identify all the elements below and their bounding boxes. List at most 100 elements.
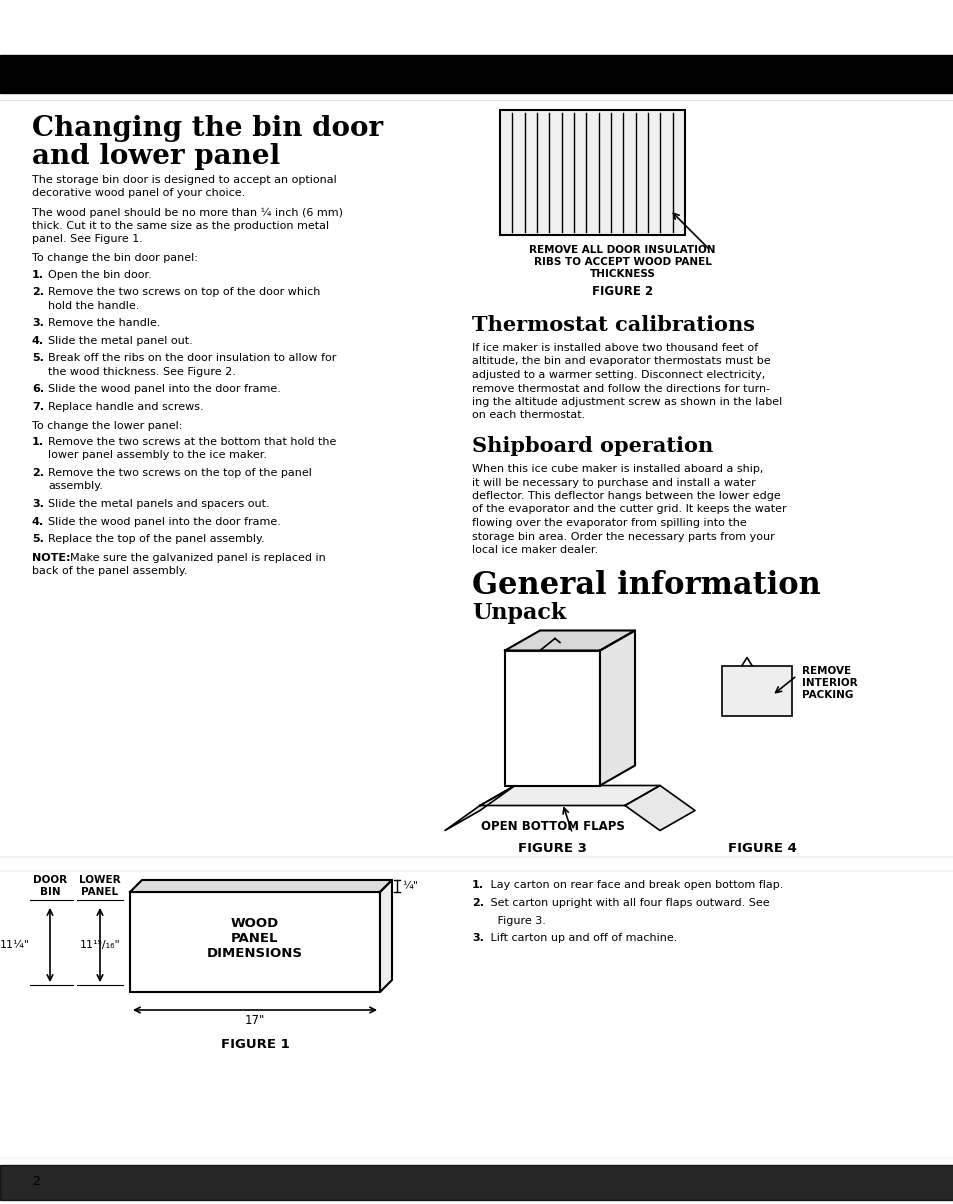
Text: Remove the two screws on the top of the panel: Remove the two screws on the top of the … (48, 468, 312, 478)
Text: 2: 2 (32, 1175, 40, 1188)
Text: remove thermostat and follow the directions for turn-: remove thermostat and follow the directi… (472, 384, 769, 394)
Text: 2.: 2. (472, 898, 483, 908)
Bar (0, 55, 953, 93)
Text: it will be necessary to purchase and install a water: it will be necessary to purchase and ins… (472, 478, 755, 488)
Text: and lower panel: and lower panel (32, 143, 280, 170)
Text: PACKING: PACKING (801, 690, 853, 700)
Text: Thermostat calibrations: Thermostat calibrations (472, 315, 754, 335)
Text: Remove the two screws at the bottom that hold the: Remove the two screws at the bottom that… (48, 437, 336, 447)
Polygon shape (444, 785, 515, 831)
Text: FIGURE 3: FIGURE 3 (517, 843, 586, 856)
Text: 5.: 5. (32, 535, 44, 544)
Text: of the evaporator and the cutter grid. It keeps the water: of the evaporator and the cutter grid. I… (472, 504, 786, 514)
Polygon shape (479, 785, 659, 805)
Text: 3.: 3. (32, 318, 44, 329)
Text: Lift carton up and off of machine.: Lift carton up and off of machine. (486, 933, 677, 943)
Text: Unpack: Unpack (472, 602, 566, 625)
Text: back of the panel assembly.: back of the panel assembly. (32, 567, 188, 577)
Text: FIGURE 2: FIGURE 2 (591, 285, 653, 299)
Text: 5.: 5. (32, 353, 44, 364)
Text: lower panel assembly to the ice maker.: lower panel assembly to the ice maker. (48, 450, 267, 460)
Text: flowing over the evaporator from spilling into the: flowing over the evaporator from spillin… (472, 518, 746, 529)
Text: Slide the wood panel into the door frame.: Slide the wood panel into the door frame… (48, 384, 280, 394)
Text: deflector. This deflector hangs between the lower edge: deflector. This deflector hangs between … (472, 491, 780, 501)
Text: 7.: 7. (32, 402, 44, 412)
Polygon shape (599, 631, 635, 785)
Text: The wood panel should be no more than ¼ inch (6 mm): The wood panel should be no more than ¼ … (32, 207, 343, 218)
Text: Make sure the galvanized panel is replaced in: Make sure the galvanized panel is replac… (70, 553, 325, 563)
Text: Set carton upright with all four flaps outward. See: Set carton upright with all four flaps o… (486, 898, 769, 908)
Text: If ice maker is installed above two thousand feet of: If ice maker is installed above two thou… (472, 343, 758, 353)
Text: NOTE:: NOTE: (32, 553, 71, 563)
Text: storage bin area. Order the necessary parts from your: storage bin area. Order the necessary pa… (472, 531, 774, 542)
Polygon shape (379, 880, 392, 992)
Text: FIGURE 1: FIGURE 1 (220, 1038, 289, 1051)
Text: 4.: 4. (32, 336, 44, 346)
Text: panel. See Figure 1.: panel. See Figure 1. (32, 235, 143, 244)
Text: hold the handle.: hold the handle. (48, 301, 139, 311)
Text: Lay carton on rear face and break open bottom flap.: Lay carton on rear face and break open b… (486, 880, 782, 891)
Text: OPEN BOTTOM FLAPS: OPEN BOTTOM FLAPS (480, 820, 624, 833)
Text: assembly.: assembly. (48, 482, 103, 491)
Text: Break off the ribs on the door insulation to allow for: Break off the ribs on the door insulatio… (48, 353, 336, 364)
Text: ¼": ¼" (401, 881, 417, 891)
Text: 1.: 1. (32, 437, 44, 447)
Text: LOWER: LOWER (79, 875, 121, 885)
Text: 2.: 2. (32, 468, 44, 478)
Polygon shape (624, 785, 695, 831)
Text: The storage bin door is designed to accept an optional: The storage bin door is designed to acce… (32, 175, 336, 185)
Text: FIGURE 4: FIGURE 4 (727, 843, 796, 856)
Text: the wood thickness. See Figure 2.: the wood thickness. See Figure 2. (48, 367, 235, 377)
Text: INTERIOR: INTERIOR (801, 678, 857, 687)
Bar (499, 110, 684, 235)
Text: To change the lower panel:: To change the lower panel: (32, 420, 182, 431)
Text: Replace handle and screws.: Replace handle and screws. (48, 402, 203, 412)
Bar (504, 650, 599, 785)
Text: 17": 17" (245, 1014, 265, 1027)
Text: Changing the bin door: Changing the bin door (32, 116, 383, 142)
Text: local ice maker dealer.: local ice maker dealer. (472, 545, 598, 555)
Text: Open the bin door.: Open the bin door. (48, 270, 152, 279)
Text: To change the bin door panel:: To change the bin door panel: (32, 253, 197, 264)
Text: WOOD: WOOD (231, 917, 279, 929)
Text: Slide the metal panels and spacers out.: Slide the metal panels and spacers out. (48, 498, 270, 509)
Text: Slide the metal panel out.: Slide the metal panel out. (48, 336, 193, 346)
Text: 1.: 1. (32, 270, 44, 279)
Polygon shape (504, 631, 635, 650)
Text: 6.: 6. (32, 384, 44, 394)
Text: on each thermostat.: on each thermostat. (472, 411, 584, 420)
Polygon shape (130, 880, 392, 892)
Text: 3.: 3. (472, 933, 483, 943)
Text: 1.: 1. (472, 880, 483, 891)
Text: Remove the two screws on top of the door which: Remove the two screws on top of the door… (48, 287, 320, 297)
Text: REMOVE: REMOVE (801, 666, 850, 675)
Text: REMOVE ALL DOOR INSULATION: REMOVE ALL DOOR INSULATION (529, 244, 715, 255)
Bar (0, 1165, 953, 1200)
Text: 3.: 3. (32, 498, 44, 509)
Text: PANEL: PANEL (81, 887, 118, 897)
Text: thick. Cut it to the same size as the production metal: thick. Cut it to the same size as the pr… (32, 220, 329, 231)
Text: 2.: 2. (32, 287, 44, 297)
Text: When this ice cube maker is installed aboard a ship,: When this ice cube maker is installed ab… (472, 464, 762, 474)
Text: adjusted to a warmer setting. Disconnect electricity,: adjusted to a warmer setting. Disconnect… (472, 370, 764, 380)
Text: Shipboard operation: Shipboard operation (472, 436, 713, 456)
Bar (721, 666, 791, 715)
Text: altitude, the bin and evaporator thermostats must be: altitude, the bin and evaporator thermos… (472, 356, 770, 366)
Text: 11¹⁵/₁₆": 11¹⁵/₁₆" (80, 940, 121, 950)
Text: Remove the handle.: Remove the handle. (48, 318, 160, 329)
Text: DIMENSIONS: DIMENSIONS (207, 948, 303, 960)
Text: ing the altitude adjustment screw as shown in the label: ing the altitude adjustment screw as sho… (472, 397, 781, 407)
Bar (130, 892, 379, 992)
Text: General information: General information (472, 571, 820, 602)
Text: DOOR: DOOR (33, 875, 67, 885)
Text: decorative wood panel of your choice.: decorative wood panel of your choice. (32, 189, 245, 199)
Text: 4.: 4. (32, 517, 44, 526)
Text: Slide the wood panel into the door frame.: Slide the wood panel into the door frame… (48, 517, 280, 526)
Text: Figure 3.: Figure 3. (486, 915, 545, 926)
Text: RIBS TO ACCEPT WOOD PANEL: RIBS TO ACCEPT WOOD PANEL (533, 256, 711, 267)
Text: BIN: BIN (40, 887, 60, 897)
Text: THICKNESS: THICKNESS (589, 268, 655, 279)
Text: 11¼": 11¼" (0, 940, 30, 950)
Text: PANEL: PANEL (231, 932, 278, 945)
Text: Replace the top of the panel assembly.: Replace the top of the panel assembly. (48, 535, 264, 544)
